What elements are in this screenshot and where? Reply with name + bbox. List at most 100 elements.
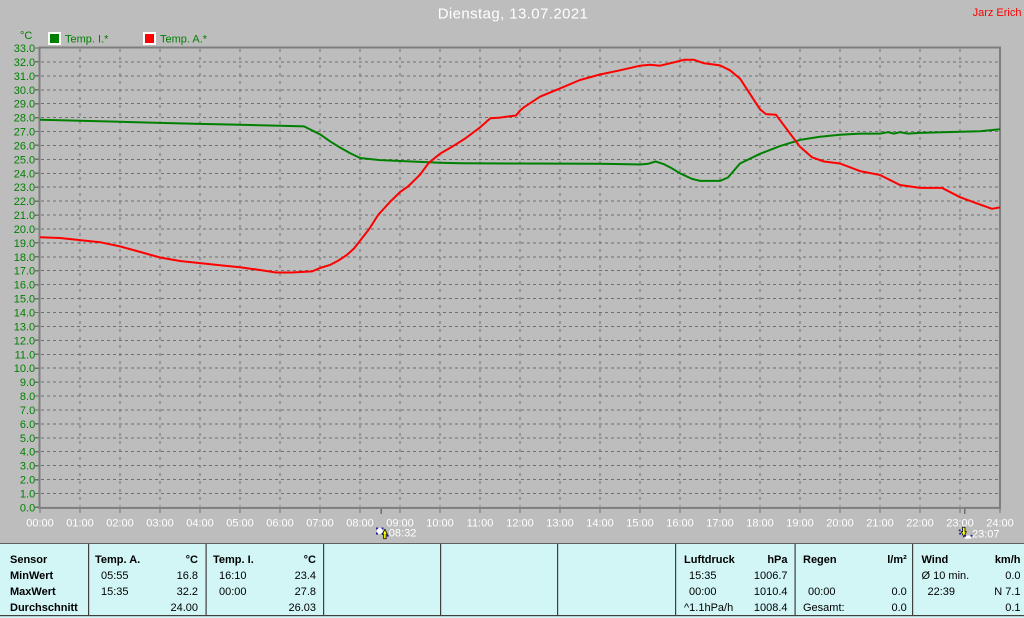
svg-text:4.0: 4.0	[20, 447, 35, 459]
svg-text:19.0: 19.0	[14, 238, 35, 250]
svg-text:15:00: 15:00	[626, 518, 654, 530]
svg-text:Wind: Wind	[922, 554, 949, 566]
svg-text:MinWert: MinWert	[10, 570, 54, 582]
svg-text:Ø 10 min.: Ø 10 min.	[922, 570, 970, 582]
svg-text:0.0: 0.0	[20, 502, 35, 514]
svg-text:00:00: 00:00	[689, 586, 717, 598]
svg-text:Dienstag, 13.07.2021: Dienstag, 13.07.2021	[438, 6, 589, 23]
svg-text:1006.7: 1006.7	[754, 570, 788, 582]
svg-text:1.0: 1.0	[20, 489, 35, 501]
svg-text:20:00: 20:00	[826, 518, 854, 530]
svg-text:l/m²: l/m²	[887, 554, 907, 566]
svg-text:18.0: 18.0	[14, 252, 35, 264]
svg-text:0.1: 0.1	[1005, 602, 1020, 614]
svg-text:15:35: 15:35	[689, 570, 717, 582]
svg-text:04:00: 04:00	[186, 518, 214, 530]
svg-text:0.0: 0.0	[1005, 570, 1020, 582]
svg-text:15.0: 15.0	[14, 294, 35, 306]
svg-text:00:00: 00:00	[219, 586, 247, 598]
svg-text:01:00: 01:00	[66, 518, 94, 530]
svg-text:30.0: 30.0	[14, 85, 35, 97]
svg-text:Temp. I.: Temp. I.	[213, 554, 254, 566]
svg-text:0.0: 0.0	[892, 602, 907, 614]
svg-text:12.0: 12.0	[14, 335, 35, 347]
svg-text:31.0: 31.0	[14, 71, 35, 83]
svg-text:Temp. A.: Temp. A.	[95, 554, 140, 566]
svg-text:24.0: 24.0	[14, 168, 35, 180]
svg-text:23:07: 23:07	[972, 529, 1000, 541]
svg-text:05:55: 05:55	[101, 570, 129, 582]
svg-text:26.0: 26.0	[14, 140, 35, 152]
svg-text:10.0: 10.0	[14, 363, 35, 375]
svg-text:09:00: 09:00	[386, 518, 414, 530]
svg-text:°C: °C	[304, 554, 316, 566]
svg-text:Temp. I.*: Temp. I.*	[65, 34, 109, 46]
svg-text:16.0: 16.0	[14, 280, 35, 292]
svg-text:06:00: 06:00	[266, 518, 294, 530]
svg-text:6.0: 6.0	[20, 419, 35, 431]
svg-text:10:00: 10:00	[426, 518, 454, 530]
svg-text:Gesamt:: Gesamt:	[803, 602, 845, 614]
svg-text:23.0: 23.0	[14, 182, 35, 194]
svg-text:Regen: Regen	[803, 554, 837, 566]
svg-text:33.0: 33.0	[14, 43, 35, 55]
svg-text:3.0: 3.0	[20, 461, 35, 473]
svg-text:5.0: 5.0	[20, 433, 35, 445]
svg-text:15:35: 15:35	[101, 586, 129, 598]
svg-text:19:00: 19:00	[786, 518, 814, 530]
svg-text:22:00: 22:00	[906, 518, 934, 530]
svg-text:12:00: 12:00	[506, 518, 534, 530]
svg-text:25.0: 25.0	[14, 154, 35, 166]
svg-text:03:00: 03:00	[146, 518, 174, 530]
svg-text:Temp. A.*: Temp. A.*	[160, 34, 208, 46]
svg-text:29.0: 29.0	[14, 99, 35, 111]
svg-text:18:00: 18:00	[746, 518, 774, 530]
svg-text:1010.4: 1010.4	[754, 586, 788, 598]
svg-text:Jarz Erich: Jarz Erich	[973, 7, 1022, 19]
svg-text:28.0: 28.0	[14, 113, 35, 125]
svg-text:11.0: 11.0	[15, 349, 36, 361]
svg-text:22:39: 22:39	[928, 586, 956, 598]
svg-text:17:00: 17:00	[706, 518, 734, 530]
svg-text:21:00: 21:00	[866, 518, 894, 530]
svg-text:23.4: 23.4	[295, 570, 316, 582]
svg-text:07:00: 07:00	[306, 518, 334, 530]
svg-text:km/h: km/h	[995, 554, 1021, 566]
svg-text:32.2: 32.2	[177, 586, 198, 598]
svg-text:00:00: 00:00	[26, 518, 54, 530]
svg-text:9.0: 9.0	[20, 377, 35, 389]
svg-text:26.03: 26.03	[288, 602, 316, 614]
svg-text:^1.1hPa/h: ^1.1hPa/h	[684, 602, 733, 614]
svg-text:2.0: 2.0	[20, 475, 35, 487]
svg-text:17.0: 17.0	[14, 266, 35, 278]
svg-text:13.0: 13.0	[14, 321, 35, 333]
svg-text:8.0: 8.0	[20, 391, 35, 403]
svg-text:24.00: 24.00	[170, 602, 198, 614]
svg-text:14:00: 14:00	[586, 518, 614, 530]
svg-text:N 7.1: N 7.1	[994, 586, 1020, 598]
svg-text:MaxWert: MaxWert	[10, 586, 56, 598]
svg-text:1008.4: 1008.4	[754, 602, 788, 614]
svg-text:20.0: 20.0	[14, 224, 35, 236]
svg-text:7.0: 7.0	[20, 405, 35, 417]
svg-text:22.0: 22.0	[14, 196, 35, 208]
svg-text:08:32: 08:32	[389, 528, 417, 540]
svg-text:00:00: 00:00	[808, 586, 836, 598]
svg-text:Luftdruck: Luftdruck	[684, 554, 736, 566]
svg-text:16.8: 16.8	[177, 570, 198, 582]
svg-text:11:00: 11:00	[467, 518, 494, 530]
svg-text:°C: °C	[20, 30, 32, 42]
svg-text:24:00: 24:00	[986, 518, 1014, 530]
svg-text:21.0: 21.0	[14, 210, 35, 222]
svg-text:27.0: 27.0	[14, 127, 35, 139]
svg-text:Sensor: Sensor	[10, 554, 48, 566]
svg-text:02:00: 02:00	[106, 518, 134, 530]
svg-text:16:00: 16:00	[666, 518, 694, 530]
svg-text:13:00: 13:00	[546, 518, 574, 530]
svg-text:hPa: hPa	[767, 554, 788, 566]
svg-text:32.0: 32.0	[14, 57, 35, 69]
svg-text:27.8: 27.8	[295, 586, 316, 598]
svg-text:Durchschnitt: Durchschnitt	[10, 602, 78, 614]
svg-text:08:00: 08:00	[346, 518, 374, 530]
svg-text:16:10: 16:10	[219, 570, 247, 582]
